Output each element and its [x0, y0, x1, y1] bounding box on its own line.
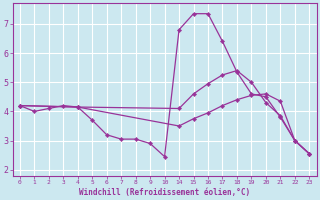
X-axis label: Windchill (Refroidissement éolien,°C): Windchill (Refroidissement éolien,°C): [79, 188, 250, 197]
